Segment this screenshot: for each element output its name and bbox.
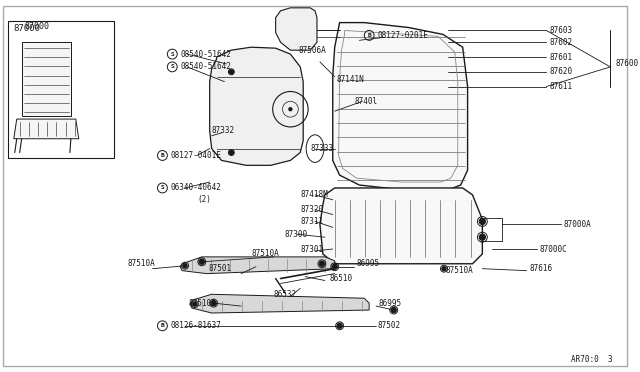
Text: 86995: 86995 [356,259,380,268]
Polygon shape [14,119,79,139]
Text: 08127-0201E: 08127-0201E [377,31,428,40]
Bar [8,20,114,158]
Text: B: B [161,153,164,158]
Text: 87320: 87320 [300,205,323,214]
Circle shape [229,151,234,154]
Circle shape [442,267,446,271]
Text: S: S [170,64,174,70]
Circle shape [193,302,197,306]
Text: 87616: 87616 [530,264,553,273]
Text: 06340-40642: 06340-40642 [170,183,221,192]
Polygon shape [276,8,317,50]
Circle shape [337,323,342,328]
Circle shape [479,218,485,224]
Text: 87000C: 87000C [540,244,567,253]
Text: B: B [367,33,371,38]
Text: 86532: 86532 [274,290,297,299]
Text: 87510A: 87510A [189,299,216,308]
Text: 87300: 87300 [285,230,308,239]
Text: 87510A: 87510A [251,249,279,259]
Text: 87600: 87600 [615,60,638,68]
Text: B: B [161,323,164,328]
Text: 08127-0401E: 08127-0401E [170,151,221,160]
Text: 87141N: 87141N [337,75,364,84]
Text: 87502: 87502 [377,321,400,330]
Text: 87301: 87301 [300,244,323,253]
Circle shape [229,70,234,74]
Text: 87418M: 87418M [300,190,328,199]
Circle shape [332,264,337,269]
Bar [22,42,71,116]
Polygon shape [180,257,335,274]
Text: 87506A: 87506A [298,46,326,55]
Text: 87603: 87603 [549,26,572,35]
Text: 8740l: 8740l [355,97,378,106]
Text: S: S [161,186,164,190]
Polygon shape [333,23,468,190]
Text: 87510A: 87510A [446,266,474,275]
Text: (2): (2) [197,195,211,204]
Text: 87602: 87602 [549,38,572,47]
Polygon shape [190,294,369,313]
Text: 87332: 87332 [212,126,235,135]
Text: 87601: 87601 [549,52,572,61]
Text: 87620: 87620 [549,67,572,76]
Text: 87000: 87000 [14,24,41,33]
Text: 86510: 86510 [330,274,353,283]
Text: S: S [170,52,174,57]
Circle shape [199,259,204,264]
Polygon shape [320,188,483,264]
Text: 87000: 87000 [24,22,50,31]
Circle shape [479,234,485,240]
Text: 87611: 87611 [549,82,572,91]
Text: 08126-81637: 08126-81637 [170,321,221,330]
Text: 87333: 87333 [310,144,333,153]
Polygon shape [210,47,303,165]
Text: 87000A: 87000A [563,220,591,229]
Text: 08540-51642: 08540-51642 [180,62,231,71]
Circle shape [289,108,292,111]
Text: 87501: 87501 [208,264,231,273]
Text: 87510A: 87510A [128,259,156,268]
Text: 87311: 87311 [300,217,323,226]
Circle shape [391,308,396,312]
Circle shape [319,261,324,266]
Text: AR70:0  3: AR70:0 3 [571,355,612,364]
Circle shape [211,301,216,306]
Circle shape [183,264,187,268]
Text: 86995: 86995 [379,299,402,308]
Text: 08540-51642: 08540-51642 [180,49,231,58]
